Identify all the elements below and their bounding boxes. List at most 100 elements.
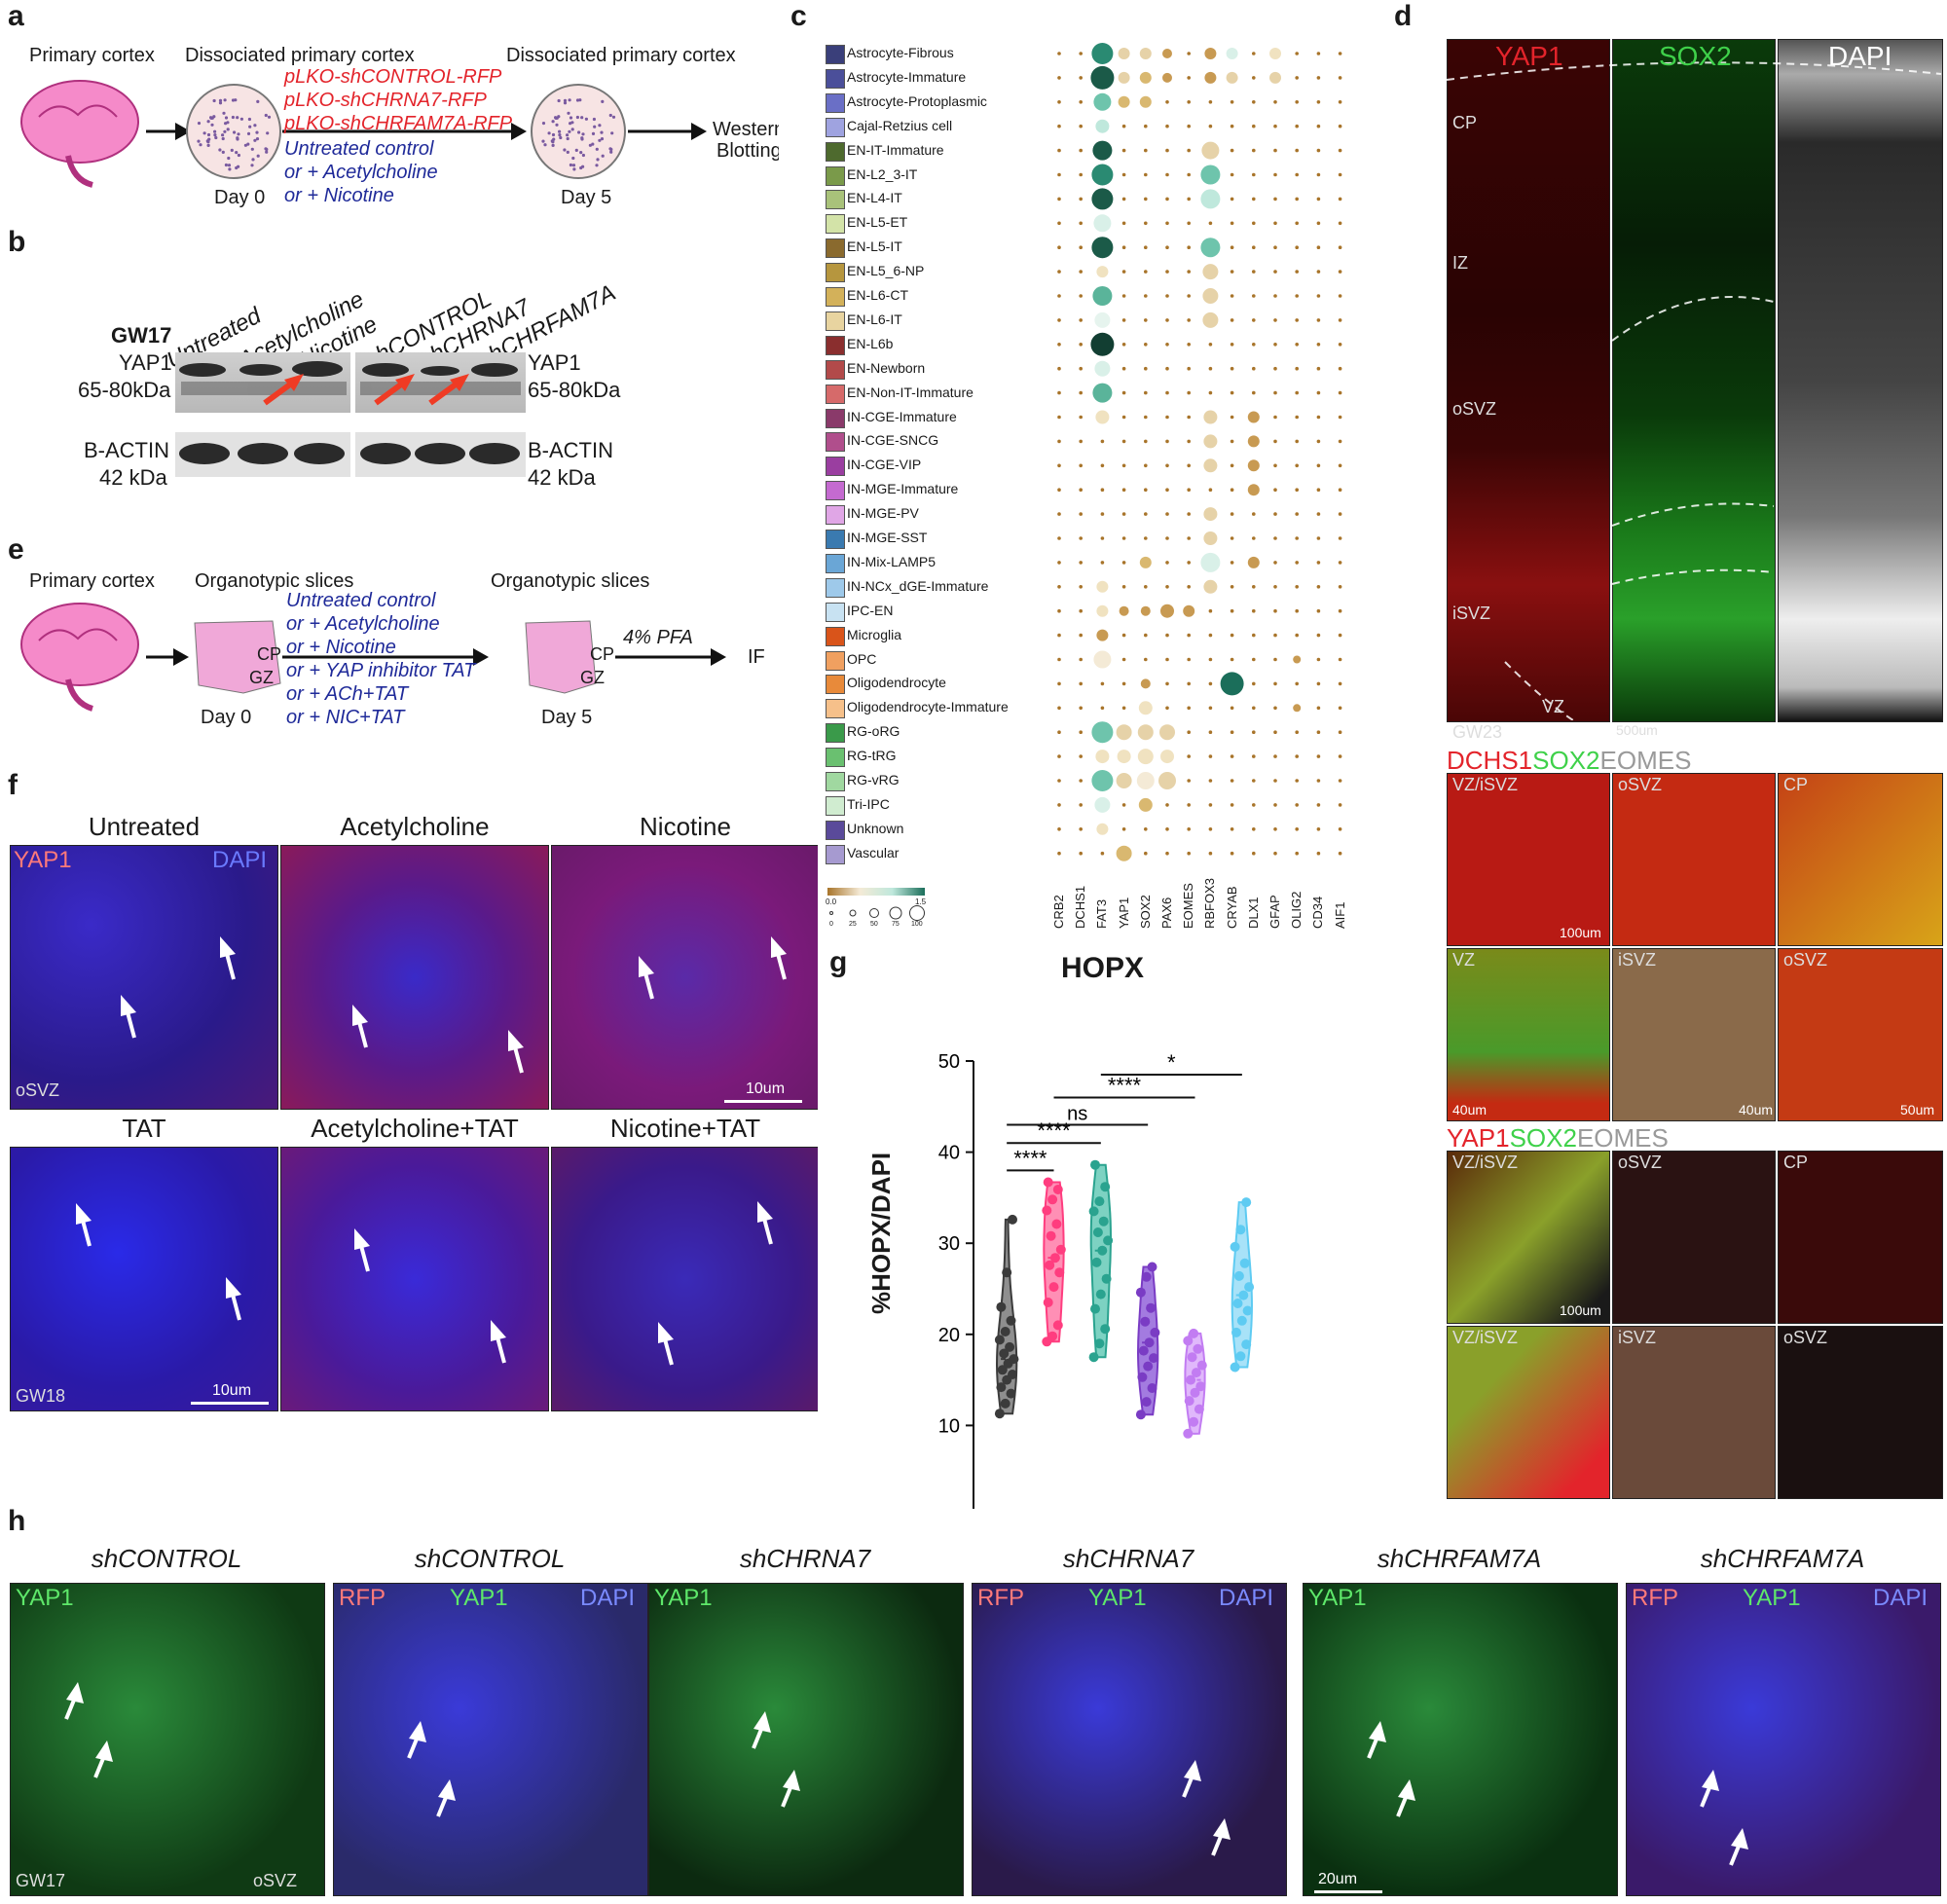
c-celltype-label: IN-CGE-SNCG: [847, 432, 939, 449]
c-dot: [1203, 434, 1218, 449]
c-dot: [1202, 311, 1219, 328]
c-dot: [1165, 390, 1169, 395]
c-dot: [1316, 390, 1321, 395]
c-celltype-label: OPC: [847, 650, 877, 667]
c-dot: [1165, 343, 1169, 347]
c-celltype-label: EN-L4-IT: [847, 190, 902, 206]
c-celltype-swatch: [826, 650, 845, 671]
c-dot: [1144, 463, 1148, 468]
c-dot: [1273, 124, 1277, 128]
c-dot: [1338, 779, 1342, 783]
c-dot: [1252, 148, 1256, 153]
c-dot: [1273, 585, 1277, 589]
c-dot: [1094, 360, 1111, 377]
c-dot: [1144, 439, 1148, 444]
white-arrow-icon: [1182, 1760, 1231, 1856]
c-dot: [1208, 754, 1213, 758]
c-dot: [1252, 827, 1256, 831]
c-dot: [1295, 681, 1299, 686]
g-point: [1141, 1397, 1152, 1408]
c-dot: [1316, 245, 1321, 249]
c-dot: [1273, 803, 1277, 807]
d-gw23: GW23: [1452, 722, 1503, 742]
h-region: oSVZ: [253, 1871, 298, 1890]
c-dot: [1338, 827, 1342, 831]
c-dot: [1100, 536, 1105, 540]
c-dot: [1165, 463, 1169, 468]
panel-f-images: Untreated Acetylcholine Nicotine TAT Ace…: [0, 804, 818, 1417]
c-dot: [1079, 148, 1083, 153]
c-dot: [1100, 512, 1105, 516]
c-dot: [1316, 76, 1321, 80]
c-celltype-swatch: [826, 626, 845, 646]
c-dot: [1121, 681, 1126, 686]
e-end: IF: [748, 646, 765, 668]
c-celltype-swatch: [826, 795, 845, 816]
c-dot: [1121, 318, 1126, 322]
c-dot: [1116, 845, 1132, 861]
c-dot: [1091, 770, 1114, 791]
g-point: [1189, 1416, 1199, 1427]
c-dot: [1165, 657, 1169, 662]
e-gz2: GZ: [580, 668, 605, 687]
g-point: [1092, 1227, 1103, 1237]
b-actin-right: B-ACTIN: [528, 438, 613, 462]
c-celltype-swatch: [826, 45, 845, 64]
g-point: [1193, 1343, 1203, 1354]
e-treat-2: or + Acetylcholine: [286, 613, 440, 635]
c-dot: [1121, 270, 1126, 274]
c-dot: [1338, 100, 1342, 104]
g-ytick-label: 50: [938, 1051, 960, 1073]
c-dot: [1057, 561, 1061, 565]
c-dot: [1079, 124, 1083, 128]
c-dot: [1208, 730, 1213, 734]
c-dot: [1144, 343, 1148, 347]
white-arrow-icon: [407, 1721, 456, 1817]
c-dot: [1230, 172, 1234, 177]
c-dot: [1338, 415, 1342, 420]
c-dot: [1338, 124, 1342, 128]
c-gene-label: PAX6: [1159, 897, 1174, 929]
c-dot: [1230, 148, 1234, 153]
panel-g-chart: HOPX %HOPX/DAPI 01020304050UntreatedAcet…: [857, 944, 1285, 1509]
panel-c-dotplot: Astrocyte-Fibrous Astrocyte-Immature Astro…: [818, 35, 1392, 931]
c-dot: [1252, 197, 1256, 201]
c-dot: [1273, 439, 1277, 444]
c-dot: [1079, 294, 1083, 298]
a-step1: Primary cortex: [29, 45, 155, 66]
c-dot: [1140, 678, 1151, 689]
c-legend-size-0: 0: [829, 921, 833, 928]
c-dot: [1094, 796, 1111, 813]
c-dot: [1121, 415, 1126, 420]
c-dot: [1165, 851, 1169, 856]
c-dot: [1200, 165, 1221, 185]
c-dot: [1338, 633, 1342, 638]
c-celltype-label: RG-tRG: [847, 748, 897, 764]
d-bot-scale: 100um: [1560, 1302, 1601, 1318]
c-dot: [1295, 488, 1299, 493]
c-dot: [1165, 633, 1169, 638]
c-dot: [1338, 463, 1342, 468]
dish-cells-2: [541, 98, 616, 171]
c-dot: [1338, 657, 1342, 662]
c-dot: [1247, 435, 1260, 448]
c-dot: [1165, 585, 1169, 589]
a-day0: Day 0: [214, 187, 266, 208]
c-dot: [1121, 706, 1126, 711]
c-dot: [1100, 488, 1105, 493]
g-point: [1088, 1352, 1099, 1363]
c-dot: [1118, 71, 1130, 84]
g-point: [1051, 1219, 1062, 1229]
b-gw: GW17: [111, 323, 172, 348]
c-dot: [1252, 754, 1256, 758]
c-dot: [1252, 657, 1256, 662]
c-dot: [1295, 803, 1299, 807]
c-dot: [1200, 552, 1221, 572]
c-celltype-label: EN-IT-Immature: [847, 141, 944, 158]
c-dot: [1165, 148, 1169, 153]
c-gene-label: GFAP: [1267, 895, 1282, 929]
c-dot: [1203, 579, 1218, 594]
c-dot: [1295, 585, 1299, 589]
c-dot: [1316, 681, 1321, 686]
c-dot: [1273, 415, 1277, 420]
